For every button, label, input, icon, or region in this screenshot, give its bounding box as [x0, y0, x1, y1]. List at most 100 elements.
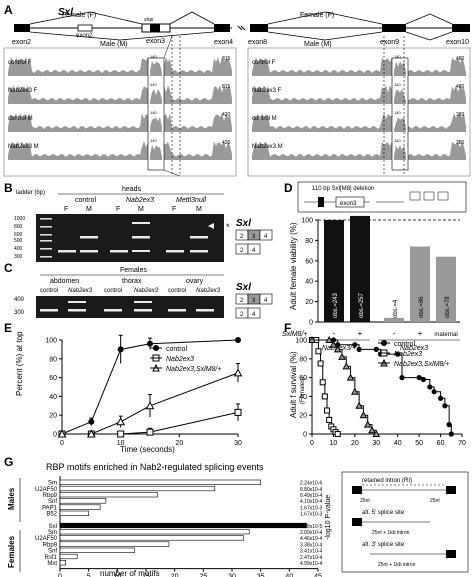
panel-f-ylabel: Adult f survival (%): [289, 351, 298, 418]
coverage-track: [8, 141, 232, 160]
y-tick-label: 20: [299, 413, 307, 420]
exon-box-2b: 2: [240, 248, 244, 254]
survival-point: [356, 346, 362, 352]
legend-e-nab2-sxl: Nab2ex3,SxlM8/+: [166, 366, 221, 373]
deletion-exon-label: exon3: [340, 201, 357, 207]
legend-e-control: control: [166, 346, 187, 353]
gel-c-band: [40, 309, 58, 312]
motif-pvalue: 8.80x10-4: [300, 487, 322, 493]
x-tick-label: 10: [117, 440, 125, 447]
ladder-band: [40, 240, 52, 242]
coverage-track: [8, 113, 232, 132]
bar-label: obs.=243: [333, 292, 339, 318]
bar: [436, 256, 456, 322]
gel-c-band: [134, 309, 152, 312]
males-group-label: Males: [7, 487, 16, 510]
climbing-chart: 0 20 40 60 80 100 0 10 20 30: [45, 334, 243, 447]
survival-point: [321, 393, 328, 400]
a5-title: alt. 5' splice site: [362, 510, 405, 516]
exon-box-4b: 4: [252, 248, 256, 254]
motif-pvalue: 4.99x10-4: [300, 561, 322, 567]
asterisk-marker: *: [226, 222, 230, 232]
ri-title: retained intron (RI): [362, 478, 412, 484]
exon10-label: exon10: [446, 39, 469, 46]
panel-f-ylabel2: (Females): [300, 377, 306, 404]
x-tick-label: 0: [310, 440, 314, 447]
motif-name: Rbp9: [43, 542, 58, 548]
ladder-mark-b: 800: [14, 224, 23, 230]
track-label-left: control M: [8, 116, 33, 122]
y-tick-label: 0: [53, 432, 57, 439]
panel-a-label: A: [4, 3, 13, 17]
coverage-inset-left: [147, 57, 165, 171]
y-tick-label: 60: [299, 375, 307, 382]
y-tick-label: 0: [309, 320, 313, 327]
bar: [350, 215, 370, 322]
x-tick-label: 40: [394, 440, 402, 447]
panel-d-ylabel: Adult female viability (%): [289, 222, 298, 310]
bar-label: obs.=4: [393, 299, 399, 318]
ladder-band: [40, 218, 52, 220]
lane-label-b: F: [64, 206, 68, 213]
ladder-band: [40, 248, 52, 250]
motif-bar: [59, 560, 67, 566]
lane-label-c: Nab2ex3: [68, 288, 93, 294]
track-scale-left: 420: [222, 112, 231, 118]
arrowhead-icon: [208, 223, 214, 229]
right-male-isoform-label: Male (M): [304, 41, 332, 48]
gel-c-band: [134, 301, 152, 303]
survival-point: [308, 335, 316, 343]
survival-point: [352, 342, 358, 348]
x-tick-label: 15: [142, 574, 150, 577]
gel-b-bands: [40, 218, 208, 258]
ri-nt-left: 25nt: [360, 498, 370, 504]
lane-labels-c: control Nab2ex3 control Nab2ex3 control Nab2e…: [40, 288, 221, 294]
survival-point: [427, 384, 433, 390]
legend-f-nab2-sxl: Nab2ex3,SxlM8/+: [394, 361, 449, 368]
data-point: [233, 368, 243, 377]
track-label-left: Nab2ex3 M: [8, 144, 39, 150]
data-point: [146, 428, 154, 436]
survival-point: [363, 420, 372, 428]
lane-label-b: M: [196, 206, 202, 213]
exon-diagram-b: 2 3 4 2 4: [235, 229, 273, 255]
exon8-label: exon8: [248, 39, 267, 46]
survival-point: [319, 379, 326, 386]
exon-box-3: 3: [252, 234, 256, 240]
motif-name: U2AF50: [35, 487, 58, 493]
survival-point: [448, 431, 454, 437]
motif-bar: [59, 498, 107, 504]
motif-name: Rsf1: [45, 555, 58, 561]
x-tick-label: 20: [171, 574, 179, 577]
ladder-mark-b: 500: [14, 238, 23, 244]
x-tick-label: 0: [60, 440, 64, 447]
survival-point: [334, 431, 341, 437]
inset-scale-left: 140: [150, 138, 157, 143]
y-tick-label: 60: [49, 375, 57, 382]
gel-c-bands: [40, 301, 214, 312]
sxl-label-c: Sxl: [236, 282, 251, 293]
y-tick-label: 100: [295, 338, 307, 345]
tissue-thorax: thorax: [122, 278, 142, 285]
coverage-track: [252, 113, 466, 132]
gel-band: [80, 250, 98, 253]
lane-label-c: control: [40, 288, 58, 294]
survival-point: [342, 362, 351, 370]
y-tick-label: 40: [305, 279, 313, 286]
coverage-track: [252, 141, 466, 160]
data-point: [147, 340, 153, 347]
legend-f: control Nab2ex3 Nab2ex3,SxlM8/+: [378, 340, 449, 368]
survival-point: [338, 352, 346, 360]
a5-intron: 25nt + 1kb intron: [372, 530, 410, 536]
survival-point: [395, 351, 401, 357]
gel-band: [132, 222, 150, 224]
panel-e-label: E: [4, 321, 12, 335]
x-tick-label: 40: [285, 574, 293, 577]
survival-point: [416, 375, 422, 381]
sxl-label-b: Sxl: [236, 218, 251, 229]
survival-point: [346, 373, 355, 381]
coverage-track: [252, 57, 466, 76]
data-point: [235, 337, 241, 343]
coverage-tracks-right: control F 480 Nab2ex3 F 480 control M 380 Nab2…: [252, 56, 466, 160]
panel-g-label: G: [4, 455, 13, 469]
